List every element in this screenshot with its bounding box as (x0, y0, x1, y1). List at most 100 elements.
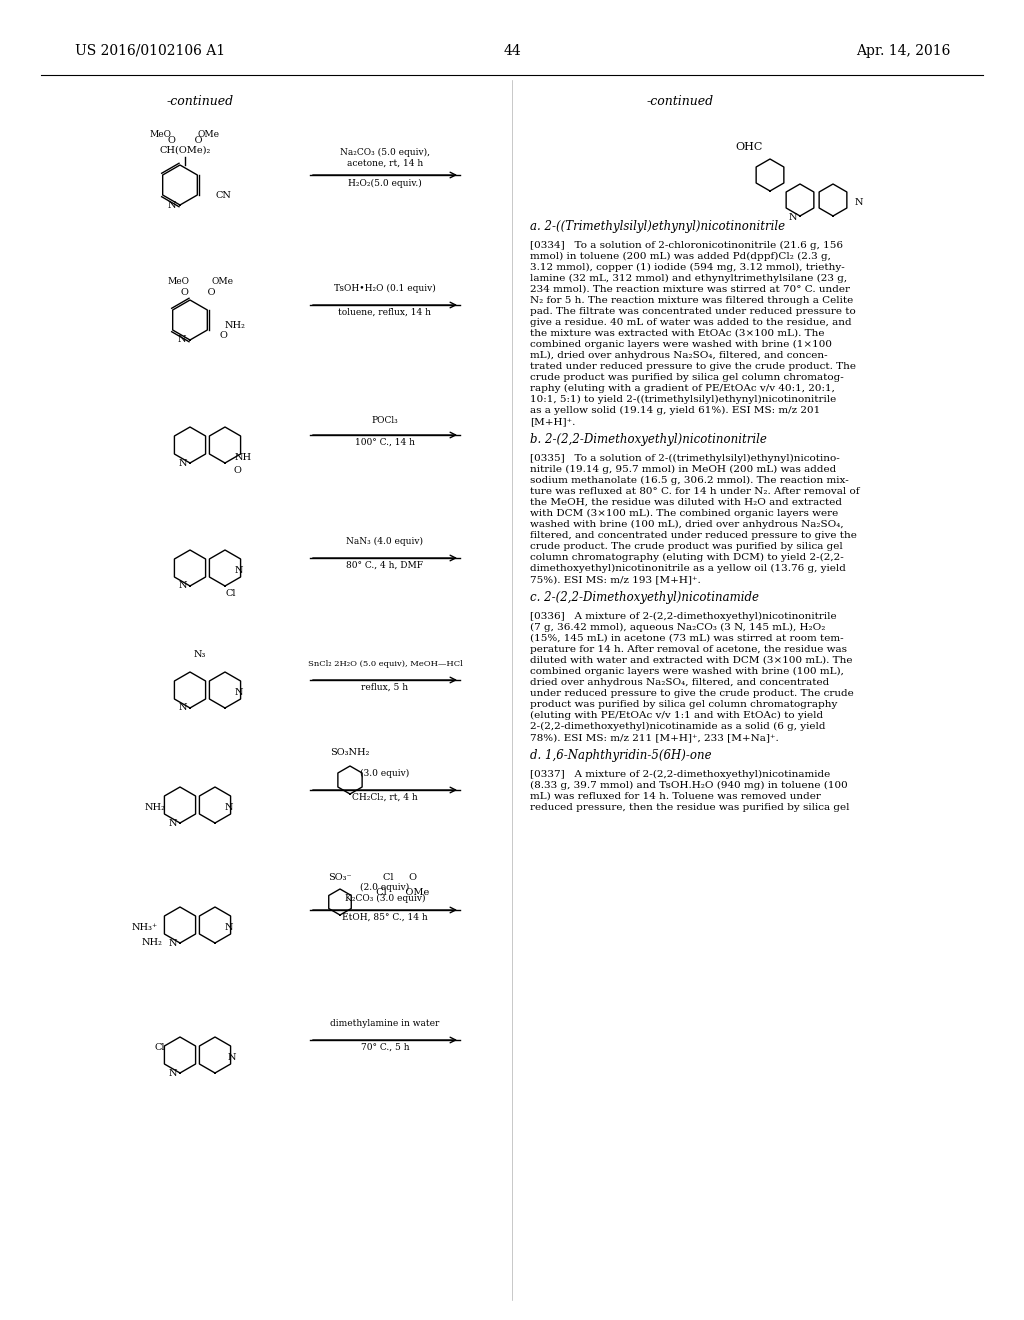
Text: 10:1, 5:1) to yield 2-((trimethylsilyl)ethynyl)nicotinonitrile: 10:1, 5:1) to yield 2-((trimethylsilyl)e… (530, 395, 837, 404)
Text: nitrile (19.14 g, 95.7 mmol) in MeOH (200 mL) was added: nitrile (19.14 g, 95.7 mmol) in MeOH (20… (530, 465, 837, 474)
Text: lamine (32 mL, 312 mmol) and ethynyltrimethylsilane (23 g,: lamine (32 mL, 312 mmol) and ethynyltrim… (530, 273, 847, 282)
Text: N: N (228, 1053, 237, 1063)
Text: acetone, rt, 14 h: acetone, rt, 14 h (347, 158, 423, 168)
Text: c. 2-(2,2-Dimethoxyethyl)nicotinamide: c. 2-(2,2-Dimethoxyethyl)nicotinamide (530, 591, 759, 605)
Text: -continued: -continued (167, 95, 233, 108)
Text: dried over anhydrous Na₂SO₄, filtered, and concentrated: dried over anhydrous Na₂SO₄, filtered, a… (530, 678, 829, 686)
Text: 75%). ESI MS: m/z 193 [M+H]⁺.: 75%). ESI MS: m/z 193 [M+H]⁺. (530, 576, 700, 583)
Text: O      O: O O (168, 136, 203, 145)
Text: diluted with water and extracted with DCM (3×100 mL). The: diluted with water and extracted with DC… (530, 656, 853, 665)
Text: N₃: N₃ (194, 649, 206, 659)
Text: MeO: MeO (150, 129, 171, 139)
Text: SnCl₂ 2H₂O (5.0 equiv), MeOH—HCl: SnCl₂ 2H₂O (5.0 equiv), MeOH—HCl (307, 660, 463, 668)
Text: Cl      OMe: Cl OMe (371, 888, 430, 898)
Text: TsOH•H₂O (0.1 equiv): TsOH•H₂O (0.1 equiv) (334, 284, 436, 293)
Text: NH: NH (234, 453, 252, 462)
Text: N₂ for 5 h. The reaction mixture was filtered through a Celite: N₂ for 5 h. The reaction mixture was fil… (530, 296, 853, 305)
Text: 3.12 mmol), copper (1) iodide (594 mg, 3.12 mmol), triethy-: 3.12 mmol), copper (1) iodide (594 mg, 3… (530, 263, 845, 272)
Text: combined organic layers were washed with brine (100 mL),: combined organic layers were washed with… (530, 667, 844, 676)
Text: SO₃NH₂: SO₃NH₂ (331, 748, 370, 756)
Text: mmol) in toluene (200 mL) was added Pd(dppf)Cl₂ (2.3 g,: mmol) in toluene (200 mL) was added Pd(d… (530, 252, 830, 261)
Text: under reduced pressure to give the crude product. The crude: under reduced pressure to give the crude… (530, 689, 854, 698)
Text: [M+H]⁺.: [M+H]⁺. (530, 417, 575, 426)
Text: [0336]   A mixture of 2-(2,2-dimethoxyethyl)nicotinonitrile: [0336] A mixture of 2-(2,2-dimethoxyethy… (530, 612, 837, 620)
Text: Cl     O: Cl O (383, 873, 417, 882)
Text: US 2016/0102106 A1: US 2016/0102106 A1 (75, 44, 225, 58)
Text: (eluting with PE/EtOAc v/v 1:1 and with EtOAc) to yield: (eluting with PE/EtOAc v/v 1:1 and with … (530, 711, 823, 719)
Text: dimethylamine in water: dimethylamine in water (331, 1019, 439, 1028)
Text: N: N (168, 201, 176, 210)
Text: 100° C., 14 h: 100° C., 14 h (355, 438, 415, 447)
Text: mL), dried over anhydrous Na₂SO₄, filtered, and concen-: mL), dried over anhydrous Na₂SO₄, filter… (530, 351, 827, 360)
Text: washed with brine (100 mL), dried over anhydrous Na₂SO₄,: washed with brine (100 mL), dried over a… (530, 520, 844, 529)
Text: NH₃⁺: NH₃⁺ (132, 923, 158, 932)
Text: -continued: -continued (646, 95, 714, 108)
Text: 78%). ESI MS: m/z 211 [M+H]⁺, 233 [M+Na]⁺.: 78%). ESI MS: m/z 211 [M+H]⁺, 233 [M+Na]… (530, 733, 778, 742)
Text: 2-(2,2-dimethoxyethyl)nicotinamide as a solid (6 g, yield: 2-(2,2-dimethoxyethyl)nicotinamide as a … (530, 722, 825, 731)
Text: crude product. The crude product was purified by silica gel: crude product. The crude product was pur… (530, 543, 843, 550)
Text: EtOH, 85° C., 14 h: EtOH, 85° C., 14 h (342, 913, 428, 921)
Text: Apr. 14, 2016: Apr. 14, 2016 (856, 44, 950, 58)
Text: POCl₃: POCl₃ (372, 416, 398, 425)
Text: O      O: O O (181, 288, 215, 297)
Text: (2.0 equiv): (2.0 equiv) (360, 883, 410, 892)
Text: 44: 44 (503, 44, 521, 58)
Text: [0335]   To a solution of 2-((trimethylsilyl)ethynyl)nicotino-: [0335] To a solution of 2-((trimethylsil… (530, 454, 840, 463)
Text: filtered, and concentrated under reduced pressure to give the: filtered, and concentrated under reduced… (530, 531, 857, 540)
Text: NaN₃ (4.0 equiv): NaN₃ (4.0 equiv) (346, 537, 424, 546)
Text: a. 2-((Trimethylsilyl)ethynyl)nicotinonitrile: a. 2-((Trimethylsilyl)ethynyl)nicotinoni… (530, 220, 785, 234)
Text: with DCM (3×100 mL). The combined organic layers were: with DCM (3×100 mL). The combined organi… (530, 510, 839, 517)
Text: NH₂: NH₂ (144, 803, 165, 812)
Text: N: N (234, 688, 244, 697)
Text: OMe: OMe (211, 277, 233, 286)
Text: N: N (169, 818, 177, 828)
Text: crude product was purified by silica gel column chromatog-: crude product was purified by silica gel… (530, 374, 844, 381)
Text: N: N (855, 198, 863, 207)
Text: H₂O₂(5.0 equiv.): H₂O₂(5.0 equiv.) (348, 180, 422, 187)
Text: N: N (169, 939, 177, 948)
Text: O: O (220, 331, 228, 341)
Text: 80° C., 4 h, DMF: 80° C., 4 h, DMF (346, 561, 424, 570)
Text: product was purified by silica gel column chromatography: product was purified by silica gel colum… (530, 700, 838, 709)
Text: raphy (eluting with a gradient of PE/EtOAc v/v 40:1, 20:1,: raphy (eluting with a gradient of PE/EtO… (530, 384, 835, 393)
Text: reflux, 5 h: reflux, 5 h (361, 682, 409, 692)
Text: combined organic layers were washed with brine (1×100: combined organic layers were washed with… (530, 339, 831, 348)
Text: NH₂: NH₂ (141, 939, 162, 946)
Text: (3.0 equiv): (3.0 equiv) (360, 768, 410, 777)
Text: give a residue. 40 mL of water was added to the residue, and: give a residue. 40 mL of water was added… (530, 318, 852, 327)
Text: trated under reduced pressure to give the crude product. The: trated under reduced pressure to give th… (530, 362, 856, 371)
Text: the mixture was extracted with EtOAc (3×100 mL). The: the mixture was extracted with EtOAc (3×… (530, 329, 824, 338)
Text: N: N (179, 458, 187, 467)
Text: N: N (169, 1068, 177, 1077)
Text: NH₂: NH₂ (225, 321, 246, 330)
Text: [0337]   A mixture of 2-(2,2-dimethoxyethyl)nicotinamide: [0337] A mixture of 2-(2,2-dimethoxyethy… (530, 770, 830, 779)
Text: O: O (233, 466, 241, 475)
Text: MeO: MeO (167, 277, 189, 286)
Text: dimethoxyethyl)nicotinonitrile as a yellow oil (13.76 g, yield: dimethoxyethyl)nicotinonitrile as a yell… (530, 564, 846, 573)
Text: Na₂CO₃ (5.0 equiv),: Na₂CO₃ (5.0 equiv), (340, 148, 430, 157)
Text: [0334]   To a solution of 2-chloronicotinonitrile (21.6 g, 156: [0334] To a solution of 2-chloronicotino… (530, 240, 843, 249)
Text: CH₂Cl₂, rt, 4 h: CH₂Cl₂, rt, 4 h (352, 793, 418, 803)
Text: K₂CO₃ (3.0 equiv): K₂CO₃ (3.0 equiv) (345, 894, 425, 903)
Text: CN: CN (215, 190, 231, 199)
Text: (15%, 145 mL) in acetone (73 mL) was stirred at room tem-: (15%, 145 mL) in acetone (73 mL) was sti… (530, 634, 844, 643)
Text: toluene, reflux, 14 h: toluene, reflux, 14 h (339, 308, 431, 317)
Text: column chromatography (eluting with DCM) to yield 2-(2,2-: column chromatography (eluting with DCM)… (530, 553, 844, 562)
Text: d. 1,6-Naphthyridin-5(6H)-one: d. 1,6-Naphthyridin-5(6H)-one (530, 748, 712, 762)
Text: (7 g, 36.42 mmol), aqueous Na₂CO₃ (3 N, 145 mL), H₂O₂: (7 g, 36.42 mmol), aqueous Na₂CO₃ (3 N, … (530, 623, 825, 632)
Text: N: N (179, 582, 187, 590)
Text: (8.33 g, 39.7 mmol) and TsOH.H₂O (940 mg) in toluene (100: (8.33 g, 39.7 mmol) and TsOH.H₂O (940 mg… (530, 781, 848, 789)
Text: 70° C., 5 h: 70° C., 5 h (360, 1043, 410, 1052)
Text: b. 2-(2,2-Dimethoxyethyl)nicotinonitrile: b. 2-(2,2-Dimethoxyethyl)nicotinonitrile (530, 433, 767, 446)
Text: N: N (178, 335, 186, 345)
Text: as a yellow solid (19.14 g, yield 61%). ESI MS: m/z 201: as a yellow solid (19.14 g, yield 61%). … (530, 405, 820, 414)
Text: mL) was refluxed for 14 h. Toluene was removed under: mL) was refluxed for 14 h. Toluene was r… (530, 792, 821, 801)
Text: Cl: Cl (155, 1043, 165, 1052)
Text: SO₃⁻: SO₃⁻ (328, 873, 352, 882)
Text: Cl: Cl (225, 589, 236, 598)
Text: N: N (225, 803, 233, 812)
Text: N: N (788, 214, 798, 223)
Text: 234 mmol). The reaction mixture was stirred at 70° C. under: 234 mmol). The reaction mixture was stir… (530, 285, 850, 294)
Text: the MeOH, the residue was diluted with H₂O and extracted: the MeOH, the residue was diluted with H… (530, 498, 842, 507)
Text: OHC: OHC (735, 143, 763, 152)
